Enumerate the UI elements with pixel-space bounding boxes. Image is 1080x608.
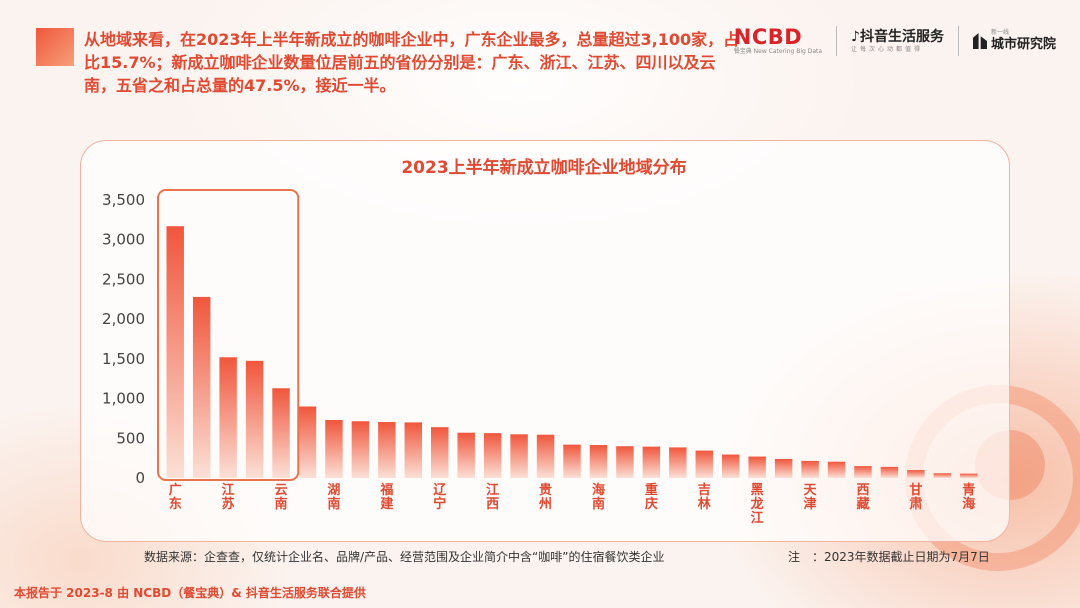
bar-青海 — [960, 473, 978, 478]
city-logo-text: 城市研究院 — [990, 37, 1056, 52]
ncbd-logo: NCBD 餐宝典 New Catering Big Data — [734, 26, 822, 56]
y-tick-label: 2,000 — [102, 310, 145, 328]
x-tick-label: 吉林 — [698, 483, 711, 512]
bar-江西 — [483, 433, 502, 478]
bar-安徽 — [563, 444, 581, 478]
chart-title: 2023上半年新成立咖啡企业地域分布 — [401, 158, 687, 178]
bar-新疆 — [880, 466, 899, 478]
city-logo-subtext: 新一线 — [990, 29, 1009, 36]
x-tick-label: 海南 — [592, 482, 605, 512]
x-tick-label: 云南 — [275, 483, 288, 512]
x-tick-label: 黑龙江 — [751, 483, 764, 526]
top5-highlight-box — [157, 189, 300, 481]
bar-湖北 — [298, 406, 317, 478]
bar-云南 — [272, 388, 290, 478]
y-tick-label: 2,500 — [102, 270, 145, 288]
bar-陕西 — [669, 447, 687, 478]
ncbd-logo-text: NCBD — [733, 25, 803, 49]
bar-河北 — [774, 458, 793, 478]
bar-甘肃 — [907, 470, 925, 478]
bar-广西 — [616, 446, 634, 478]
bar-辽宁 — [431, 427, 449, 478]
x-tick-label: 福建 — [379, 482, 393, 512]
bar-宁夏 — [933, 473, 952, 478]
x-tick-label: 湖南 — [327, 483, 340, 512]
bar-福建 — [378, 422, 396, 478]
y-tick-label: 1,500 — [102, 350, 145, 368]
bar-内蒙古 — [827, 461, 846, 478]
douyin-logo-text: ♪抖音生活服务 — [851, 28, 944, 46]
bar-贵州 — [536, 434, 555, 478]
x-tick-label: 甘肃 — [909, 482, 922, 512]
bar-西藏 — [854, 466, 872, 478]
y-tick-label: 0 — [135, 469, 145, 487]
logo-divider — [836, 26, 838, 56]
y-tick-label: 500 — [116, 429, 145, 447]
logo-divider — [957, 26, 959, 56]
bar-吉林 — [695, 450, 713, 478]
x-tick-label: 青海 — [962, 482, 975, 512]
y-tick-label: 1,000 — [102, 390, 145, 408]
douyin-logo-label: 抖音生活服务 — [859, 29, 944, 45]
bar-北京 — [510, 434, 528, 478]
ncbd-logo-subtext: 餐宝典 New Catering Big Data — [733, 48, 823, 55]
x-tick-label: 西藏 — [856, 483, 869, 512]
header-text: 从地域来看，在2023年上半年新成立的咖啡企业中，广东企业最多，总量超过3,10… — [84, 30, 740, 95]
data-source: 数据来源：企查查，仅统计企业名、品牌/产品、经营范围及企业简介中含“咖啡”的住宿… — [144, 550, 665, 564]
bar-天津 — [801, 460, 819, 478]
x-tick-label: 江西 — [486, 482, 499, 512]
x-tick-label: 重庆 — [644, 482, 658, 512]
logo-bar: NCBD 餐宝典 New Catering Big Data ♪抖音生活服务 让… — [734, 24, 1056, 58]
city-institute-logo: 新一线 城市研究院 — [972, 29, 1056, 53]
y-tick-label: 3,000 — [102, 231, 145, 249]
douyin-logo-slogan: 让每次心动都值得 — [851, 46, 924, 53]
bar-上海 — [404, 422, 423, 478]
bar-山东 — [351, 421, 370, 478]
bar-四川 — [245, 360, 264, 478]
x-tick-label: 广东 — [169, 482, 182, 512]
bar-湖南 — [325, 420, 343, 478]
header-accent-square — [36, 28, 74, 66]
x-tick-label: 贵州 — [538, 482, 552, 512]
bar-江苏 — [219, 357, 237, 478]
bar-山西 — [721, 454, 740, 478]
bar-广东 — [166, 226, 184, 478]
bar-重庆 — [642, 446, 661, 478]
bar-浙江 — [192, 296, 211, 478]
douyin-note-icon: ♪ — [851, 29, 860, 45]
y-tick-label: 3,500 — [102, 191, 145, 209]
data-note: 注 ：2023年数据截止日期为7月7日 — [788, 550, 990, 564]
bar-河南 — [457, 432, 475, 478]
x-tick-label: 辽宁 — [433, 483, 447, 512]
x-tick-label: 江苏 — [222, 482, 235, 512]
report-footer: 本报告于 2023-8 由 NCBD（餐宝典）& 抖音生活服务联合提供 — [14, 586, 366, 600]
bar-海南 — [589, 445, 608, 478]
bar-黑龙江 — [748, 456, 766, 478]
x-tick-label: 天津 — [804, 483, 818, 512]
douyin-logo: ♪抖音生活服务 让每次心动都值得 — [851, 28, 944, 54]
